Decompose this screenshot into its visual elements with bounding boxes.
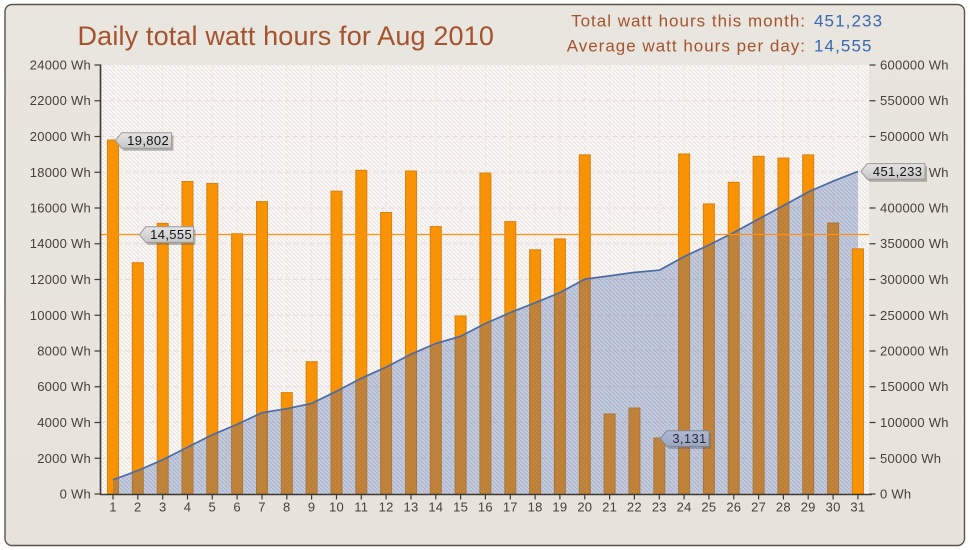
svg-text:350000 Wh: 350000 Wh [880, 236, 949, 251]
svg-text:19: 19 [552, 500, 567, 515]
svg-text:12: 12 [379, 500, 394, 515]
svg-text:17: 17 [503, 500, 518, 515]
svg-text:25: 25 [701, 500, 716, 515]
svg-text:400000 Wh: 400000 Wh [880, 201, 949, 216]
svg-text:8000 Wh: 8000 Wh [37, 344, 91, 359]
svg-text:Average watt hours per day:: Average watt hours per day: [567, 37, 806, 56]
svg-text:12000 Wh: 12000 Wh [30, 272, 91, 287]
svg-text:13: 13 [404, 500, 419, 515]
svg-text:14,555: 14,555 [814, 37, 873, 56]
svg-text:7: 7 [258, 500, 265, 515]
svg-text:5: 5 [209, 500, 216, 515]
svg-text:Total watt hours this month:: Total watt hours this month: [571, 12, 806, 31]
svg-text:451,233: 451,233 [873, 164, 922, 179]
svg-text:6: 6 [233, 500, 240, 515]
svg-text:3: 3 [159, 500, 166, 515]
svg-text:8: 8 [283, 500, 290, 515]
svg-text:21: 21 [602, 500, 617, 515]
svg-text:20000 Wh: 20000 Wh [30, 129, 91, 144]
svg-text:22: 22 [627, 500, 642, 515]
svg-text:26: 26 [726, 500, 741, 515]
svg-text:100000 Wh: 100000 Wh [880, 415, 949, 430]
svg-text:50000 Wh: 50000 Wh [880, 451, 941, 466]
svg-text:2000 Wh: 2000 Wh [37, 451, 91, 466]
svg-text:1: 1 [109, 500, 116, 515]
svg-text:18000 Wh: 18000 Wh [30, 165, 91, 180]
svg-text:10000 Wh: 10000 Wh [30, 308, 91, 323]
svg-text:14: 14 [428, 500, 443, 515]
svg-text:4: 4 [184, 500, 191, 515]
svg-text:150000 Wh: 150000 Wh [880, 379, 949, 394]
svg-text:16000 Wh: 16000 Wh [30, 201, 91, 216]
svg-text:10: 10 [329, 500, 344, 515]
svg-text:300000 Wh: 300000 Wh [880, 272, 949, 287]
svg-text:27: 27 [751, 500, 766, 515]
svg-text:4000 Wh: 4000 Wh [37, 415, 91, 430]
svg-text:600000 Wh: 600000 Wh [880, 58, 949, 73]
svg-text:23: 23 [652, 500, 667, 515]
svg-text:18: 18 [528, 500, 543, 515]
svg-text:22000 Wh: 22000 Wh [30, 93, 91, 108]
svg-text:31: 31 [850, 500, 865, 515]
svg-text:16: 16 [478, 500, 493, 515]
svg-text:20: 20 [577, 500, 592, 515]
svg-text:24000 Wh: 24000 Wh [30, 58, 91, 73]
svg-text:24: 24 [677, 500, 692, 515]
svg-text:0 Wh: 0 Wh [60, 487, 91, 502]
svg-text:14000 Wh: 14000 Wh [30, 236, 91, 251]
svg-text:30: 30 [826, 500, 841, 515]
svg-text:0 Wh: 0 Wh [880, 487, 911, 502]
svg-text:6000 Wh: 6000 Wh [37, 379, 91, 394]
svg-text:200000 Wh: 200000 Wh [880, 344, 949, 359]
svg-text:250000 Wh: 250000 Wh [880, 308, 949, 323]
svg-text:500000 Wh: 500000 Wh [880, 129, 949, 144]
svg-text:9: 9 [308, 500, 315, 515]
svg-text:Daily total watt hours for Aug: Daily total watt hours for Aug 2010 [78, 21, 495, 51]
svg-text:451,233: 451,233 [814, 12, 883, 31]
svg-text:550000 Wh: 550000 Wh [880, 93, 949, 108]
svg-text:2: 2 [134, 500, 141, 515]
svg-text:11: 11 [354, 500, 368, 515]
svg-text:19,802: 19,802 [127, 133, 169, 148]
svg-text:28: 28 [776, 500, 791, 515]
svg-text:29: 29 [801, 500, 816, 515]
svg-text:14,555: 14,555 [150, 227, 192, 242]
svg-text:15: 15 [453, 500, 468, 515]
